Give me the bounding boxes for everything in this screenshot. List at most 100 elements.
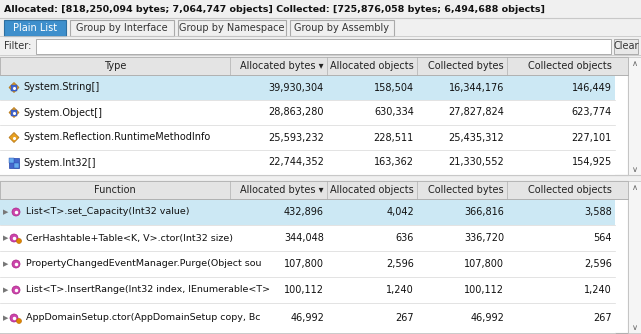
Bar — [0, 125, 615, 150]
Text: 100,112: 100,112 — [464, 285, 504, 295]
Text: Allocated: [818,250,094 bytes; 7,064,747 objects] Collected: [725,876,058 bytes;: Allocated: [818,250,094 bytes; 7,064,747… — [4, 4, 545, 13]
Text: Allocated objects: Allocated objects — [330, 61, 414, 71]
Bar — [614, 39, 638, 54]
Bar — [0, 57, 628, 75]
Text: 25,593,232: 25,593,232 — [268, 133, 324, 143]
Bar — [0, 175, 641, 181]
Text: 564: 564 — [594, 233, 612, 243]
Text: 227,101: 227,101 — [572, 133, 612, 143]
Bar — [0, 100, 615, 125]
Bar — [178, 20, 286, 36]
Polygon shape — [11, 85, 17, 91]
Bar — [0, 150, 615, 175]
Text: Collected objects: Collected objects — [528, 185, 612, 195]
Text: 107,800: 107,800 — [284, 259, 324, 269]
Text: 344,048: 344,048 — [284, 233, 324, 243]
Text: 228,511: 228,511 — [374, 133, 414, 143]
Bar — [0, 225, 615, 251]
Circle shape — [12, 286, 20, 294]
Text: Plain List: Plain List — [13, 23, 57, 33]
Text: 336,720: 336,720 — [464, 233, 504, 243]
Text: 4,042: 4,042 — [387, 207, 414, 217]
Polygon shape — [9, 133, 19, 143]
Bar — [0, 181, 628, 333]
Text: ∧: ∧ — [631, 182, 638, 191]
Text: 25,435,312: 25,435,312 — [448, 133, 504, 143]
Text: System.String[]: System.String[] — [23, 82, 99, 93]
Text: CerHashtable+Table<K, V>.ctor(Int32 size): CerHashtable+Table<K, V>.ctor(Int32 size… — [26, 233, 233, 242]
Text: List<T>.set_Capacity(Int32 value): List<T>.set_Capacity(Int32 value) — [26, 207, 190, 216]
Text: 100,112: 100,112 — [284, 285, 324, 295]
Text: 1,240: 1,240 — [584, 285, 612, 295]
Text: PropertyChangedEventManager.Purge(Object sou: PropertyChangedEventManager.Purge(Object… — [26, 260, 262, 269]
Bar — [0, 277, 615, 303]
Bar — [0, 36, 641, 56]
Bar — [0, 57, 628, 175]
Text: ∨: ∨ — [631, 323, 638, 332]
Bar — [0, 181, 628, 199]
Text: Allocated objects: Allocated objects — [330, 185, 414, 195]
Text: 636: 636 — [395, 233, 414, 243]
Circle shape — [17, 319, 22, 324]
Bar — [628, 57, 641, 175]
Circle shape — [17, 238, 22, 243]
Text: 158,504: 158,504 — [374, 82, 414, 93]
Text: 154,925: 154,925 — [572, 158, 612, 167]
Text: Group by Namespace: Group by Namespace — [179, 23, 285, 33]
Text: Type: Type — [104, 61, 126, 71]
Text: 630,334: 630,334 — [374, 108, 414, 118]
Text: ▶: ▶ — [3, 315, 9, 321]
Text: 16,344,176: 16,344,176 — [449, 82, 504, 93]
Text: System.Object[]: System.Object[] — [23, 108, 102, 118]
Text: 2,596: 2,596 — [584, 259, 612, 269]
Text: 267: 267 — [594, 313, 612, 323]
Text: Collected objects: Collected objects — [528, 61, 612, 71]
Bar — [4, 20, 66, 36]
Text: 267: 267 — [395, 313, 414, 323]
Text: Allocated bytes ▾: Allocated bytes ▾ — [240, 61, 324, 71]
Text: 432,896: 432,896 — [284, 207, 324, 217]
Text: Function: Function — [94, 185, 136, 195]
Text: 28,863,280: 28,863,280 — [269, 108, 324, 118]
Text: List<T>.InsertRange(Int32 index, IEnumerable<T>: List<T>.InsertRange(Int32 index, IEnumer… — [26, 286, 270, 295]
Bar — [0, 251, 615, 277]
Circle shape — [12, 260, 20, 268]
Text: 39,930,304: 39,930,304 — [269, 82, 324, 93]
Text: ▶: ▶ — [3, 235, 9, 241]
Text: 107,800: 107,800 — [464, 259, 504, 269]
Bar — [0, 199, 615, 225]
Bar — [290, 20, 394, 36]
Bar — [9, 158, 19, 167]
Text: ▶: ▶ — [3, 287, 9, 293]
Text: 22,744,352: 22,744,352 — [268, 158, 324, 167]
Circle shape — [10, 234, 18, 242]
Text: Filter:: Filter: — [4, 41, 31, 51]
Text: System.Int32[]: System.Int32[] — [23, 158, 96, 167]
Circle shape — [10, 314, 18, 322]
Text: 21,330,552: 21,330,552 — [448, 158, 504, 167]
Bar — [628, 181, 641, 333]
Bar — [9, 158, 14, 163]
Bar — [0, 303, 615, 333]
Circle shape — [12, 208, 20, 216]
Text: 163,362: 163,362 — [374, 158, 414, 167]
Text: Group by Interface: Group by Interface — [76, 23, 168, 33]
Text: 2,596: 2,596 — [386, 259, 414, 269]
Bar — [70, 20, 174, 36]
Bar — [0, 75, 615, 100]
Text: 46,992: 46,992 — [290, 313, 324, 323]
Polygon shape — [9, 82, 19, 93]
Text: Group by Assembly: Group by Assembly — [294, 23, 390, 33]
Text: ∧: ∧ — [631, 58, 638, 67]
Text: Collected bytes: Collected bytes — [428, 61, 504, 71]
Text: ▶: ▶ — [3, 261, 9, 267]
Text: 3,588: 3,588 — [584, 207, 612, 217]
Text: ▶: ▶ — [3, 209, 9, 215]
Text: AppDomainSetup.ctor(AppDomainSetup copy, Bc: AppDomainSetup.ctor(AppDomainSetup copy,… — [26, 314, 260, 323]
Text: 27,827,824: 27,827,824 — [448, 108, 504, 118]
Text: ∨: ∨ — [631, 165, 638, 173]
Text: System.Reflection.RuntimeMethodInfo: System.Reflection.RuntimeMethodInfo — [23, 133, 210, 143]
Text: Clear: Clear — [613, 41, 638, 51]
Text: Allocated bytes ▾: Allocated bytes ▾ — [240, 185, 324, 195]
Text: 146,449: 146,449 — [572, 82, 612, 93]
